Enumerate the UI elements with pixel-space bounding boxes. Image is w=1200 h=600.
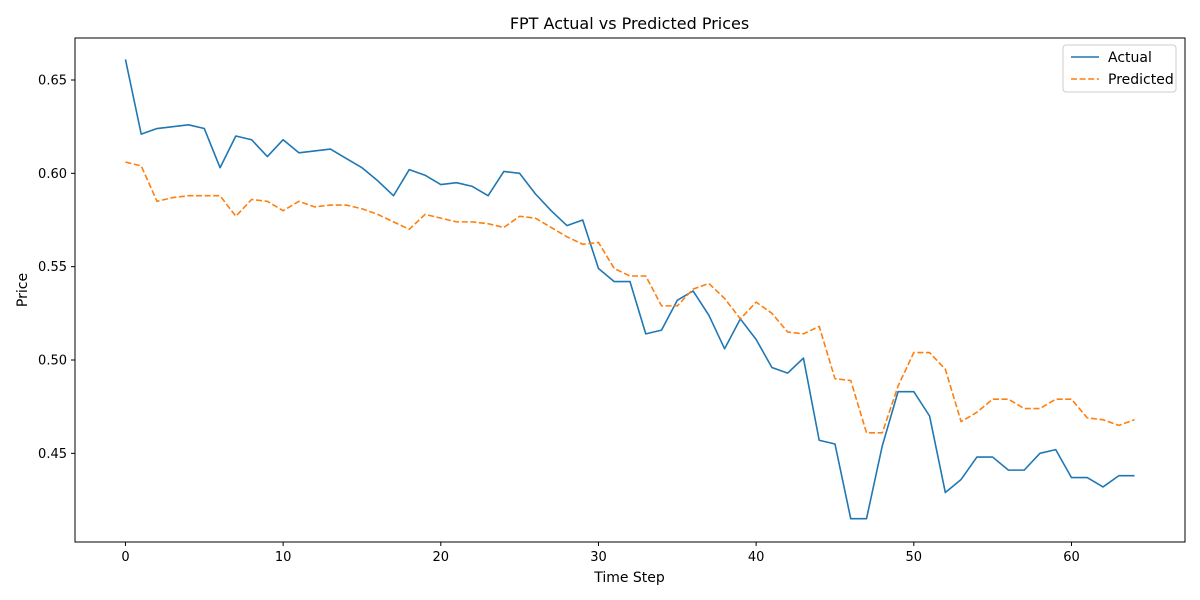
y-tick-label: 0.50 [38, 354, 67, 369]
axes-frame [74, 37, 1186, 543]
series-line-predicted [125, 161, 1135, 434]
series-line-actual [124, 59, 1135, 520]
legend-label-actual: Actual [1108, 50, 1152, 66]
plot-area: 0 10 20 30 40 50 60 0.45 0.50 0.55 0.60 0.65 [38, 37, 1186, 565]
chart-title: FPT Actual vs Predicted Prices [510, 14, 749, 33]
x-axis-label: Time Step [593, 570, 665, 586]
y-axis-label: Price [15, 273, 31, 307]
legend-label-predicted: Predicted [1108, 72, 1174, 88]
x-tick-label: 60 [1063, 550, 1080, 565]
y-tick-label: 0.60 [38, 167, 67, 182]
x-tick-label: 0 [121, 550, 129, 565]
x-tick-label: 40 [748, 550, 765, 565]
x-tick-label: 30 [590, 550, 607, 565]
x-tick-label: 10 [275, 550, 292, 565]
y-tick-label: 0.55 [38, 260, 67, 275]
x-tick-label: 50 [906, 550, 923, 565]
x-tick-label: 20 [433, 550, 450, 565]
y-tick-label: 0.65 [38, 74, 67, 89]
legend: Actual Predicted [1062, 44, 1177, 93]
y-tick-label: 0.45 [38, 447, 67, 462]
